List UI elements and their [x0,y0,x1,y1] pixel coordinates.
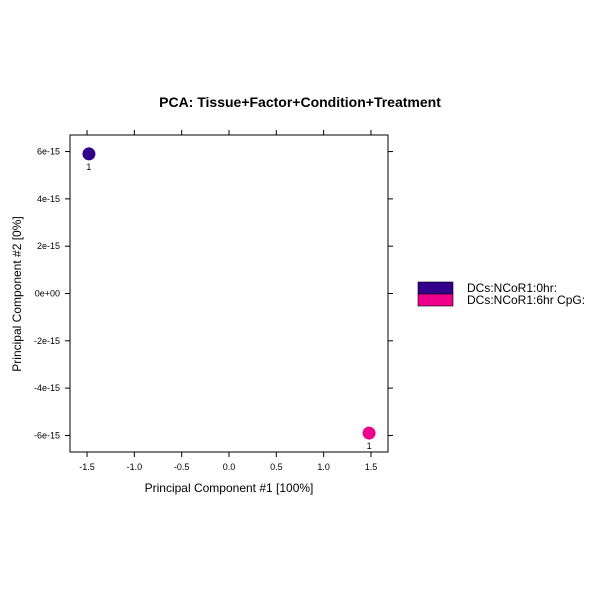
y-tick-label: 4e-15 [37,194,60,204]
y-tick-label: -4e-15 [34,383,60,393]
legend-label: DCs:NCoR1:6hr CpG: [467,293,585,307]
x-tick-label: -1.0 [127,462,143,472]
legend-label: DCs:NCoR1:0hr: [467,281,557,295]
y-tick-label: -2e-15 [34,336,60,346]
x-axis: -1.5 -1.0 -0.5 0.0 0.5 1.0 1.5 [79,130,377,472]
x-tick-label: -1.5 [79,462,95,472]
x-tick-label: 0.5 [270,462,283,472]
data-points: 11 [82,147,376,451]
data-point [362,426,376,440]
point-label: 1 [367,441,372,451]
legend: DCs:NCoR1:0hr:DCs:NCoR1:6hr CpG: [417,281,585,307]
y-tick-label: -6e-15 [34,430,60,440]
chart-title: PCA: Tissue+Factor+Condition+Treatment [159,94,441,110]
y-tick-label: 0e+00 [35,289,60,299]
y-axis-title: Principal Component #2 [0%] [10,216,24,371]
legend-swatch [417,281,454,295]
y-tick-label: 2e-15 [37,241,60,251]
x-axis-title: Principal Component #1 [100%] [145,481,314,495]
legend-swatch [417,293,454,307]
point-label: 1 [86,162,91,172]
data-point [82,147,96,161]
x-tick-label: 1.0 [317,462,330,472]
x-tick-label: 1.5 [365,462,378,472]
x-tick-label: -0.5 [174,462,190,472]
plot-frame [69,134,389,453]
y-tick-label: 6e-15 [37,147,60,157]
x-tick-label: 0.0 [223,462,236,472]
y-axis: 6e-15 4e-15 2e-15 0e+00 -2e-15 -4e-15 -6e-15 [34,147,393,440]
